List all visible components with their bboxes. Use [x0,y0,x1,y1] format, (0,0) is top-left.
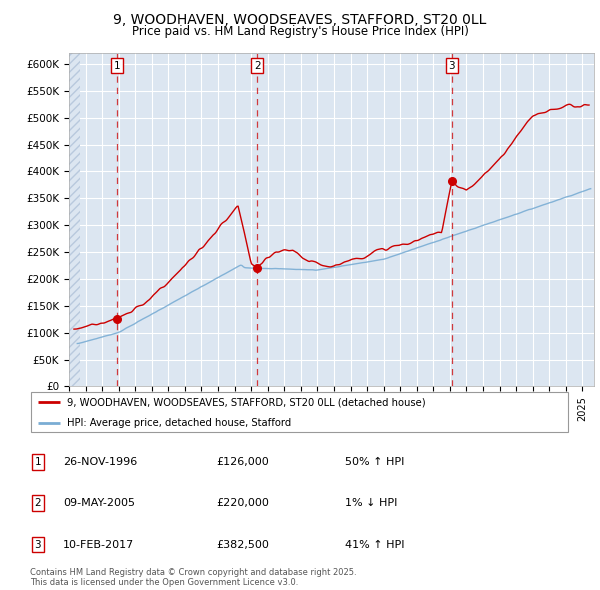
Text: 2: 2 [34,499,41,508]
Text: 41% ↑ HPI: 41% ↑ HPI [345,540,404,549]
Text: 9, WOODHAVEN, WOODSEAVES, STAFFORD, ST20 0LL: 9, WOODHAVEN, WOODSEAVES, STAFFORD, ST20… [113,13,487,27]
Text: £126,000: £126,000 [216,457,269,467]
Text: 09-MAY-2005: 09-MAY-2005 [63,499,135,508]
Text: Contains HM Land Registry data © Crown copyright and database right 2025.
This d: Contains HM Land Registry data © Crown c… [30,568,356,587]
FancyBboxPatch shape [31,392,568,432]
Text: 2: 2 [254,61,260,71]
Text: 3: 3 [34,540,41,549]
Text: 9, WOODHAVEN, WOODSEAVES, STAFFORD, ST20 0LL (detached house): 9, WOODHAVEN, WOODSEAVES, STAFFORD, ST20… [67,397,425,407]
Text: 1: 1 [114,61,121,71]
Text: 10-FEB-2017: 10-FEB-2017 [63,540,134,549]
Text: Price paid vs. HM Land Registry's House Price Index (HPI): Price paid vs. HM Land Registry's House … [131,25,469,38]
Text: 1: 1 [34,457,41,467]
Text: 26-NOV-1996: 26-NOV-1996 [63,457,137,467]
Text: £382,500: £382,500 [216,540,269,549]
Text: 3: 3 [449,61,455,71]
Text: 50% ↑ HPI: 50% ↑ HPI [345,457,404,467]
Text: HPI: Average price, detached house, Stafford: HPI: Average price, detached house, Staf… [67,418,291,428]
Bar [69,53,80,386]
Text: 1% ↓ HPI: 1% ↓ HPI [345,499,397,508]
Text: £220,000: £220,000 [216,499,269,508]
